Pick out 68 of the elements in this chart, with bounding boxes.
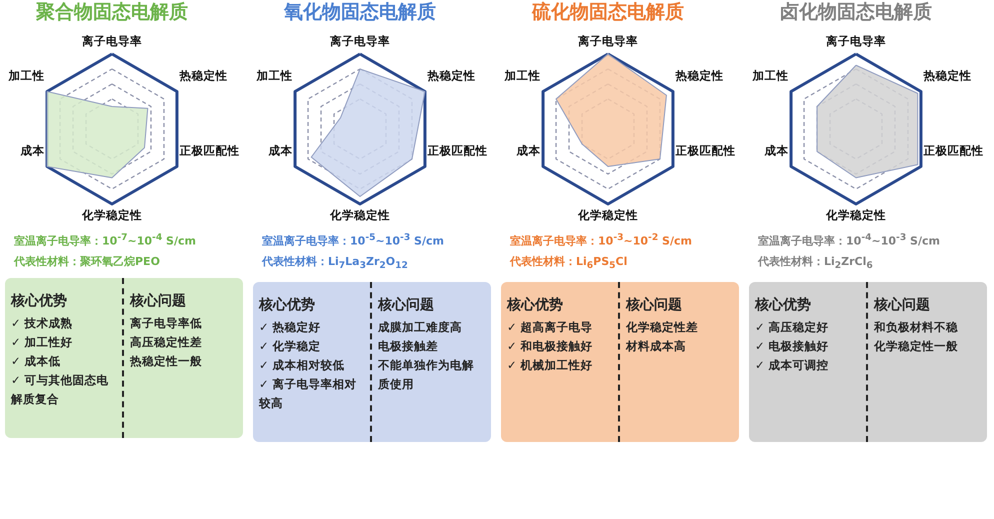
spoke-label: 正极匹配性	[426, 144, 488, 158]
text: ✓ 成本低	[11, 352, 62, 370]
text: 室温离子电导率：10$^{-7}$~10$^{-4}$ S/cm	[14, 231, 197, 250]
text: ✓ 成本可调控	[755, 356, 830, 374]
text: ✓ 技术成熟	[11, 314, 74, 332]
spoke-label: 热稳定性	[426, 68, 476, 82]
text: 核心优势	[11, 292, 68, 311]
text: 室温离子电导率：10$^{-5}$~10$^{-3}$ S/cm	[262, 231, 445, 250]
text: 化学稳定性差	[626, 318, 699, 336]
spoke-label: 正极匹配性	[922, 144, 984, 158]
text: ✓ 热稳定好	[259, 318, 322, 336]
spoke-label: 离子电导率	[329, 34, 390, 48]
chart-title: 硫化物固态电解质	[531, 1, 684, 23]
chart-title: 聚合物固态电解质	[35, 1, 188, 23]
chart-title: 氧化物固态电解质	[283, 1, 436, 23]
text: ✓ 机械加工性好	[507, 356, 594, 374]
spoke-label: 离子电导率	[81, 34, 142, 48]
text: 热稳定性一般	[130, 352, 203, 370]
text: 室温离子电导率：10$^{-4}$~10$^{-3}$ S/cm	[758, 231, 941, 250]
text: 核心问题	[130, 292, 187, 311]
spoke-label: 成本	[267, 144, 294, 158]
spoke-label: 化学稳定性	[577, 208, 638, 222]
chart-title: 卤化物固态电解质	[780, 1, 932, 23]
text: ✓ 加工性好	[11, 334, 74, 351]
text: 成膜加工难度高	[378, 318, 463, 336]
spoke-label: 成本	[515, 144, 542, 158]
spoke-label: 加工性	[503, 68, 540, 82]
text: 不能单独作为电解质使用	[378, 356, 475, 393]
spoke-label: 加工性	[255, 68, 292, 82]
text: ✓ 成本相对较低	[259, 356, 346, 374]
text: ✓ 超高离子电导	[507, 318, 594, 336]
text: ✓ 高压稳定好	[755, 318, 830, 336]
text: 电极接触差	[378, 338, 439, 355]
text: ✓ 化学稳定	[259, 338, 322, 355]
text: 材料成本高	[626, 338, 687, 355]
text: 核心优势	[507, 296, 564, 315]
text: 代表性材料：聚环氧乙烷PEO	[14, 254, 161, 270]
text: ✓ 可与其他固态电解质复合	[11, 372, 110, 408]
spoke-label: 加工性	[7, 68, 44, 82]
text: ✓ 电极接触好	[755, 338, 830, 355]
text: 核心问题	[626, 296, 683, 315]
text: 核心优势	[755, 296, 812, 315]
text: 代表性材料：Li$_{2}$ZrCl$_{6}$	[758, 254, 874, 273]
spoke-label: 热稳定性	[922, 68, 972, 82]
spoke-label: 成本	[19, 144, 46, 158]
text: 室温离子电导率：10$^{-3}$~10$^{-2}$ S/cm	[510, 231, 693, 250]
spoke-label: 热稳定性	[674, 68, 724, 82]
spoke-label: 化学稳定性	[825, 208, 886, 222]
text: ✓ 和电极接触好	[507, 338, 594, 355]
spoke-label: 化学稳定性	[329, 208, 390, 222]
text: 代表性材料：Li$_{7}$La$_{3}$Zr$_{2}$O$_{12}$	[262, 254, 409, 273]
spoke-label: 离子电导率	[577, 34, 638, 48]
text: 高压稳定性差	[130, 334, 203, 351]
text: ✓ 离子电导率相对较高	[259, 376, 358, 412]
text: 核心问题	[378, 296, 435, 315]
spoke-label: 离子电导率	[825, 34, 886, 48]
spoke-label: 加工性	[751, 68, 788, 82]
text: 核心优势	[259, 296, 316, 315]
text: 化学稳定性一般	[874, 338, 959, 355]
spoke-label: 正极匹配性	[178, 144, 240, 158]
text: 和负极材料不稳	[874, 318, 959, 336]
text: 代表性材料：Li$_{6}$PS$_{5}$Cl	[510, 254, 628, 273]
spoke-label: 正极匹配性	[674, 144, 736, 158]
spoke-label: 成本	[763, 144, 790, 158]
text: 离子电导率低	[130, 314, 203, 332]
spoke-label: 化学稳定性	[81, 208, 142, 222]
text: 核心问题	[874, 296, 931, 315]
spoke-label: 热稳定性	[178, 68, 228, 82]
